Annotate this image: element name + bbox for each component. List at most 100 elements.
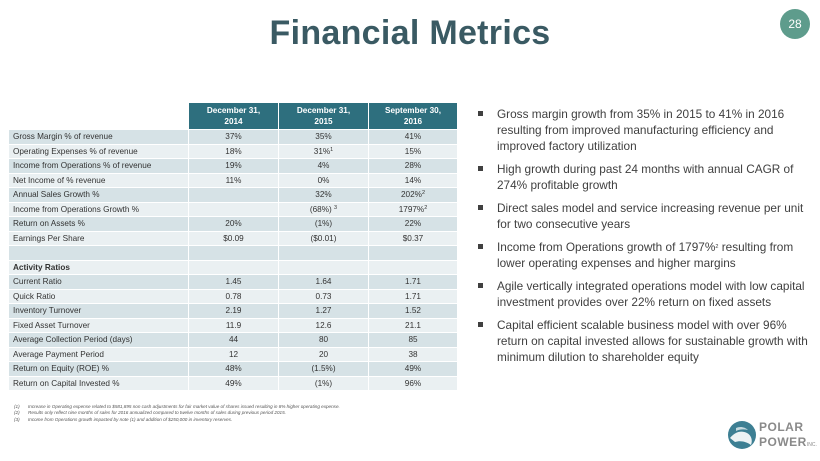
table-row: Return on Assets % 20% (1%) 22% [8, 216, 458, 232]
square-bullet-icon [478, 205, 483, 210]
value-2015: 31%1 [278, 143, 369, 159]
row-label: Income from Operations Growth % [8, 201, 189, 217]
value-2014: $0.09 [188, 230, 279, 246]
bullet-item: Gross margin growth from 35% in 2015 to … [478, 106, 810, 154]
table-row: Fixed Asset Turnover 11.9 12.6 21.1 [8, 317, 458, 333]
row-label: Income from Operations % of revenue [8, 158, 189, 174]
logo-text-power: POWERINC. [759, 435, 817, 449]
row-label: Inventory Turnover [8, 303, 189, 319]
row-label: Gross Margin % of revenue [8, 129, 189, 145]
value-2014: 37% [188, 129, 279, 145]
row-label: Quick Ratio [8, 288, 189, 304]
value-2016: 21.1 [368, 317, 458, 333]
value-2014: 11% [188, 172, 279, 188]
table-row: Average Payment Period 12 20 38 [8, 346, 458, 362]
value-2015: (68%) 3 [278, 201, 369, 217]
table-row: Income from Operations Growth % (68%) 3 17… [8, 201, 458, 217]
row-label: Net Income of % revenue [8, 172, 189, 188]
polar-power-logo: POLAR POWERINC. [727, 418, 817, 452]
square-bullet-icon [478, 244, 483, 249]
value-2016: 14% [368, 172, 458, 188]
row-label: Return on Capital Invested % [8, 375, 189, 391]
bullet-item: Income from Operations growth of 1797%2 … [478, 239, 810, 271]
value-2014 [188, 201, 279, 217]
bullet-item: Capital efficient scalable business mode… [478, 317, 810, 365]
square-bullet-icon [478, 166, 483, 171]
row-label: Average Collection Period (days) [8, 332, 189, 348]
square-bullet-icon [478, 111, 483, 116]
value-2016: 85 [368, 332, 458, 348]
bullet-item: Agile vertically integrated operations m… [478, 278, 810, 310]
header-col-2014: December 31, 2014 [188, 102, 279, 130]
table-header-row: December 31, 2014 December 31, 2015 Septem… [8, 102, 458, 130]
footnote: (1) Increase in Operating expense related… [14, 404, 340, 409]
value-2015: ($0.01) [278, 230, 369, 246]
value-2014 [188, 187, 279, 203]
value-2015: 0% [278, 172, 369, 188]
row-label: Earnings Per Share [8, 230, 189, 246]
table-row: Income from Operations % of revenue 19% 4%… [8, 158, 458, 174]
financial-metrics-table: December 31, 2014 December 31, 2015 Septem… [8, 102, 458, 391]
value-2015: 1.64 [278, 274, 369, 290]
value-2015: 35% [278, 129, 369, 145]
value-2014: 20% [188, 216, 279, 232]
table-row: Return on Capital Invested % 49% (1%) 96% [8, 375, 458, 391]
page-number-badge: 28 [780, 9, 810, 39]
value-2016: 1.71 [368, 288, 458, 304]
highlights-list: Gross margin growth from 35% in 2015 to … [478, 106, 810, 372]
value-2016: 15% [368, 143, 458, 159]
row-label: Return on Assets % [8, 216, 189, 232]
table-row: Annual Sales Growth % 32% 202%2 [8, 187, 458, 203]
table-row: Quick Ratio 0.78 0.73 1.71 [8, 288, 458, 304]
row-label: Current Ratio [8, 274, 189, 290]
value-2016: 22% [368, 216, 458, 232]
row-label: Fixed Asset Turnover [8, 317, 189, 333]
table-row: Inventory Turnover 2.19 1.27 1.52 [8, 303, 458, 319]
header-col-2016: September 30, 2016 [368, 102, 458, 130]
value-2015: 20 [278, 346, 369, 362]
empty-cell [188, 259, 279, 275]
value-2016: 28% [368, 158, 458, 174]
table-row: Net Income of % revenue 11% 0% 14% [8, 172, 458, 188]
square-bullet-icon [478, 322, 483, 327]
value-2016: 1797%2 [368, 201, 458, 217]
bullet-item: High growth during past 24 months with a… [478, 161, 810, 193]
value-2014: 49% [188, 375, 279, 391]
row-label: Annual Sales Growth % [8, 187, 189, 203]
empty-cell [278, 259, 369, 275]
value-2014: 48% [188, 361, 279, 377]
value-2014: 18% [188, 143, 279, 159]
value-2016: 1.52 [368, 303, 458, 319]
header-col-2015: December 31, 2015 [278, 102, 369, 130]
footnote: (2) Results only reflect nine months of s… [14, 410, 286, 416]
value-2015: (1.5%) [278, 361, 369, 377]
square-bullet-icon [478, 283, 483, 288]
value-2014: 12 [188, 346, 279, 362]
value-2015: (1%) [278, 216, 369, 232]
table-row: Earnings Per Share $0.09 ($0.01) $0.37 [8, 230, 458, 246]
empty-cell [8, 245, 189, 261]
section-header-row: Activity Ratios [8, 259, 458, 275]
table-row: Current Ratio 1.45 1.64 1.71 [8, 274, 458, 290]
value-2015: (1%) [278, 375, 369, 391]
footnotes: (1) Increase in Operating expense related… [14, 404, 534, 423]
empty-cell [368, 245, 458, 261]
section-label-activity-ratios: Activity Ratios [8, 259, 189, 275]
spacer-row [8, 245, 458, 261]
value-2014: 19% [188, 158, 279, 174]
bullet-item: Direct sales model and service increasin… [478, 200, 810, 232]
page-title: Financial Metrics [269, 14, 551, 52]
table-row: Gross Margin % of revenue 37% 35% 41% [8, 129, 458, 145]
row-label: Average Payment Period [8, 346, 189, 362]
value-2014: 1.45 [188, 274, 279, 290]
table-row: Return on Equity (ROE) % 48% (1.5%) 49% [8, 361, 458, 377]
value-2016: 96% [368, 375, 458, 391]
logo-text-polar: POLAR [759, 420, 804, 434]
value-2015: 1.27 [278, 303, 369, 319]
value-2015: 80 [278, 332, 369, 348]
globe-logo-icon [728, 421, 756, 449]
value-2014: 2.19 [188, 303, 279, 319]
value-2016: 49% [368, 361, 458, 377]
footnote: (3) Income from Operations growth impacte… [14, 416, 233, 422]
value-2016: 1.71 [368, 274, 458, 290]
